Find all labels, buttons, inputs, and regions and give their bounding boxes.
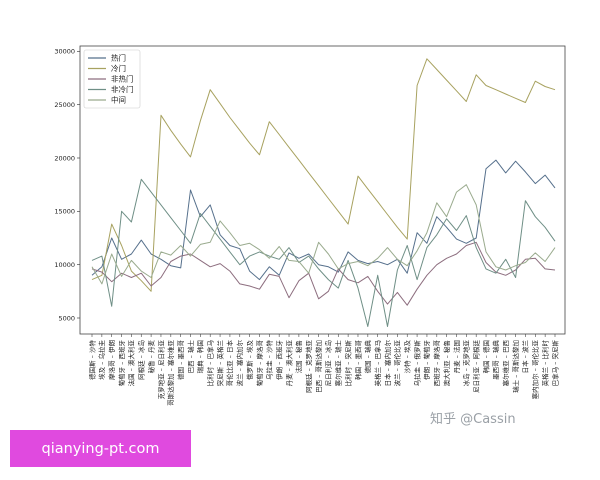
- x-tick-label: 巴拿马 – 突尼斯: [550, 340, 559, 387]
- x-tick-label: 瑞典 – 韩国: [196, 340, 205, 373]
- x-tick-label: 墨西哥 – 瑞典: [491, 340, 500, 380]
- x-tick-label: 尼日利亚 – 冰岛: [324, 340, 333, 386]
- x-tick-label: 俄罗斯 – 埃及: [245, 340, 254, 380]
- x-tick-label: 英格兰 – 比利时: [540, 340, 549, 387]
- x-tick-label: 波兰 – 哥伦比亚: [393, 340, 402, 387]
- x-tick-label: 塞尔维亚 – 瑞士: [334, 340, 343, 387]
- x-tick-label: 丹麦 – 澳大利亚: [284, 340, 293, 387]
- x-tick-label: 克罗地亚 – 尼日利亚: [156, 340, 165, 400]
- legend-label-0: 热门: [111, 53, 126, 63]
- site-badge: qianying-pt.com: [10, 430, 191, 467]
- x-tick-label: 英格兰 – 巴拿马: [373, 340, 382, 386]
- x-tick-label: 尼日利亚 – 阿根廷: [471, 340, 480, 393]
- watermark: 知乎 @Cassin: [430, 411, 516, 427]
- x-tick-label: 比利时 – 巴拿马: [206, 340, 215, 386]
- x-tick-label: 德国斯 – 沙特: [87, 340, 96, 380]
- x-tick-label: 瑞士 – 哥斯达黎加: [511, 340, 520, 393]
- x-tick-label: 塞内加尔 – 哥伦比亚: [531, 340, 540, 400]
- y-tick-label: 20000: [54, 154, 75, 162]
- legend-label-4: 中间: [111, 95, 126, 105]
- x-tick-label: 韩国 – 墨西哥: [353, 340, 362, 380]
- x-tick-label: 比利时 – 突尼斯: [343, 340, 352, 387]
- x-tick-label: 埃及 – 乌拉圭: [97, 340, 106, 380]
- x-tick-label: 巴西 – 哥斯达黎加: [314, 340, 323, 393]
- x-tick-label: 德国 – 瑞典: [363, 340, 372, 374]
- x-tick-label: 塞尔维亚 – 巴西: [501, 340, 510, 387]
- series-line-3: [91, 178, 556, 327]
- plot-frame: [79, 45, 566, 335]
- x-tick-label: 哥伦比亚 – 日本: [225, 340, 234, 387]
- x-tick-label: 伊朗 – 西班牙: [274, 340, 283, 380]
- x-tick-label: 韩国 – 德国: [481, 340, 490, 373]
- x-tick-label: 阿根廷 – 克罗地亚: [304, 340, 313, 393]
- x-tick-label: 法国 – 澳大利亚: [127, 340, 136, 387]
- x-tick-label: 沙特 – 埃及: [403, 340, 412, 374]
- x-tick-label: 葡萄牙 – 西班牙: [117, 340, 126, 387]
- x-tick-label: 澳大利亚 – 秘鲁: [442, 340, 451, 386]
- x-tick-label: 日本 – 塞内加尔: [383, 340, 392, 387]
- x-tick-label: 西班牙 – 摩洛哥: [432, 340, 441, 387]
- x-tick-label: 法国 – 秘鲁: [294, 340, 303, 373]
- x-tick-label: 摩洛哥 – 伊朗: [107, 340, 116, 380]
- legend-box: [83, 49, 141, 109]
- x-tick-label: 乌拉圭 – 俄罗斯: [412, 340, 421, 387]
- y-tick-label: 25000: [54, 101, 75, 109]
- series-line-2: [91, 241, 556, 306]
- y-tick-label: 15000: [54, 208, 75, 216]
- x-axis: 德国斯 – 沙特 埃及 – 乌拉圭 摩洛哥 – 伊朗 葡萄牙 – 西班牙 法国 – 澳大…: [87, 334, 559, 406]
- x-tick-label: 乌拉圭 – 沙特: [265, 340, 274, 380]
- series-layer: [91, 58, 556, 327]
- y-tick-label: 10000: [54, 261, 75, 269]
- series-line-4: [91, 184, 556, 285]
- x-tick-label: 丹麦 – 法国: [452, 340, 461, 373]
- y-tick-label: 5000: [58, 314, 75, 322]
- x-tick-label: 巴西 – 瑞士: [186, 340, 195, 374]
- x-tick-label: 突尼斯 – 英格兰: [215, 340, 224, 387]
- x-tick-label: 阿根廷 – 冰岛: [137, 340, 146, 380]
- x-tick-label: 哥斯达黎加 – 塞尔维亚: [166, 340, 175, 406]
- x-tick-label: 伊朗 – 葡萄牙: [422, 340, 431, 380]
- y-tick-label: 30000: [54, 48, 75, 56]
- legend-label-1: 冷门: [111, 63, 126, 73]
- series-line-1: [91, 58, 556, 292]
- y-axis: 5000 10000 15000 20000 25000 30000: [54, 48, 80, 322]
- x-tick-label: 冰岛 – 克罗地亚: [462, 340, 471, 387]
- legend-label-2: 非热门: [111, 74, 134, 84]
- legend-label-3: 非冷门: [111, 84, 134, 94]
- x-tick-label: 日本 – 波兰: [521, 340, 530, 374]
- x-tick-label: 葡萄牙 – 摩洛哥: [255, 340, 264, 387]
- x-tick-label: 波兰 – 塞内加尔: [235, 340, 244, 387]
- site-badge-text: qianying-pt.com: [41, 440, 160, 457]
- x-tick-label: 秘鲁 – 丹麦: [146, 340, 155, 374]
- x-tick-label: 德国 – 墨西哥: [176, 340, 185, 380]
